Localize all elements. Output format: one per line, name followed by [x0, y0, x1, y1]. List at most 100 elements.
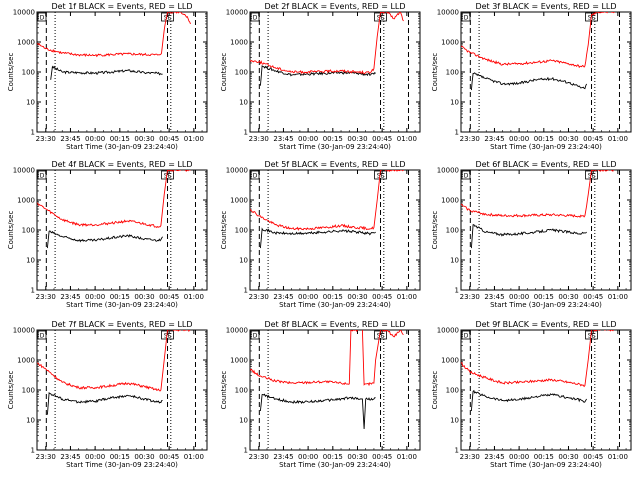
x-axis-label: Start Time (30-Jan-09 23:24:40)	[279, 461, 391, 469]
marker-box-se	[585, 12, 598, 22]
x-tick-label: 00:15	[534, 453, 554, 461]
panel-title: Det 7f BLACK = Events, RED = LLD	[51, 320, 192, 329]
y-tick-label: 10000	[226, 327, 248, 335]
x-tick-label: 00:45	[159, 453, 179, 461]
y-tick-label: 1000	[441, 357, 459, 365]
x-tick-label: 00:15	[534, 135, 554, 143]
x-tick-label: 00:15	[534, 293, 554, 301]
marker-label-d: D	[464, 333, 469, 340]
plot-frame	[36, 169, 208, 291]
marker-box-d	[37, 170, 47, 180]
y-tick-label: 10	[239, 257, 248, 265]
x-axis-label: Start Time (30-Jan-09 23:24:40)	[279, 301, 391, 309]
y-tick-label: 1	[244, 287, 248, 295]
events-series-line	[259, 393, 376, 430]
y-tick-label: 100	[235, 69, 248, 77]
x-tick-label: 01:00	[608, 293, 628, 301]
events-series-line	[50, 65, 163, 80]
x-tick-label: 01:00	[608, 135, 628, 143]
chart-panel-7: Det 7f BLACK = Events, RED = LLD 1 10 100 10…	[7, 320, 208, 469]
plot-frame	[460, 169, 632, 291]
y-tick-label: 10000	[13, 9, 35, 17]
x-tick-label: 01:00	[184, 453, 204, 461]
x-axis-label: Start Time (30-Jan-09 23:24:40)	[279, 143, 391, 151]
y-tick-label: 1000	[441, 197, 459, 205]
y-tick-label: 100	[22, 69, 35, 77]
marker-label-se: SE	[164, 173, 172, 180]
x-tick-label: 00:45	[372, 293, 392, 301]
x-tick-label: 00:15	[323, 453, 343, 461]
y-axis-label: Counts/sec	[7, 211, 15, 250]
plot-frame	[460, 11, 632, 133]
y-tick-label: 100	[446, 69, 459, 77]
y-tick-label: 10	[26, 257, 35, 265]
lld-series-line	[37, 170, 191, 229]
y-tick-label: 10	[450, 257, 459, 265]
marker-box-d	[37, 330, 47, 340]
y-tick-label: 1	[455, 129, 459, 137]
x-tick-label: 23:30	[460, 293, 480, 301]
x-tick-label: 01:00	[397, 293, 417, 301]
x-tick-label: 23:45	[273, 135, 293, 143]
marker-box-d	[461, 170, 471, 180]
x-tick-label: 01:00	[397, 135, 417, 143]
panel-title: Det 2f BLACK = Events, RED = LLD	[264, 2, 405, 11]
marker-label-d: D	[464, 15, 469, 22]
x-tick-label: 00:30	[558, 293, 578, 301]
y-axis-label: Counts/sec	[7, 371, 15, 410]
x-tick-label: 00:45	[159, 135, 179, 143]
marker-label-d: D	[40, 15, 45, 22]
y-tick-label: 1000	[17, 357, 35, 365]
x-tick-label: 23:30	[36, 453, 56, 461]
y-tick-label: 100	[235, 227, 248, 235]
x-tick-label: 00:15	[110, 293, 130, 301]
x-axis-label: Start Time (30-Jan-09 23:24:40)	[66, 143, 178, 151]
x-tick-label: 00:30	[347, 453, 367, 461]
events-series-line	[259, 65, 376, 86]
x-tick-label: 00:00	[509, 293, 529, 301]
x-axis-label: Start Time (30-Jan-09 23:24:40)	[66, 301, 178, 309]
x-tick-label: 01:00	[184, 135, 204, 143]
y-tick-label: 10000	[226, 9, 248, 17]
y-tick-label: 1	[455, 447, 459, 455]
y-tick-label: 100	[235, 387, 248, 395]
y-axis-label: Counts/sec	[220, 211, 228, 250]
x-tick-label: 00:45	[372, 453, 392, 461]
y-tick-label: 100	[446, 227, 459, 235]
y-tick-label: 1000	[17, 39, 35, 47]
x-tick-label: 23:45	[60, 453, 80, 461]
x-tick-label: 00:45	[583, 453, 603, 461]
x-tick-label: 00:00	[85, 453, 105, 461]
y-tick-label: 10	[450, 99, 459, 107]
y-tick-label: 1	[244, 447, 248, 455]
events-series-line	[470, 224, 587, 249]
x-tick-label: 00:00	[298, 135, 318, 143]
y-tick-label: 100	[22, 227, 35, 235]
y-tick-label: 1000	[17, 197, 35, 205]
chart-panel-9: Det 9f BLACK = Events, RED = LLD 1 10 100 10…	[431, 320, 632, 469]
marker-label-d: D	[253, 173, 258, 180]
y-tick-label: 1000	[230, 357, 248, 365]
x-tick-label: 23:30	[460, 135, 480, 143]
x-tick-label: 00:30	[347, 135, 367, 143]
x-tick-label: 00:15	[323, 135, 343, 143]
chart-panel-8: Det 8f BLACK = Events, RED = LLD 1 10 100 10…	[220, 320, 421, 469]
y-axis-label: Counts/sec	[431, 211, 439, 250]
marker-label-d: D	[40, 173, 45, 180]
x-tick-label: 23:30	[249, 135, 269, 143]
marker-label-se: SE	[588, 333, 596, 340]
marker-label-se: SE	[588, 173, 596, 180]
x-tick-label: 00:00	[85, 293, 105, 301]
marker-label-se: SE	[164, 15, 172, 22]
x-tick-label: 00:00	[509, 135, 529, 143]
x-tick-label: 23:45	[273, 293, 293, 301]
y-tick-label: 100	[446, 387, 459, 395]
x-tick-label: 23:45	[60, 135, 80, 143]
y-tick-label: 10	[26, 99, 35, 107]
y-tick-label: 1	[244, 129, 248, 137]
plot-frame	[249, 329, 421, 451]
lld-series-line	[250, 12, 404, 75]
x-axis-label: Start Time (30-Jan-09 23:24:40)	[490, 301, 602, 309]
lld-series-line	[37, 330, 191, 392]
